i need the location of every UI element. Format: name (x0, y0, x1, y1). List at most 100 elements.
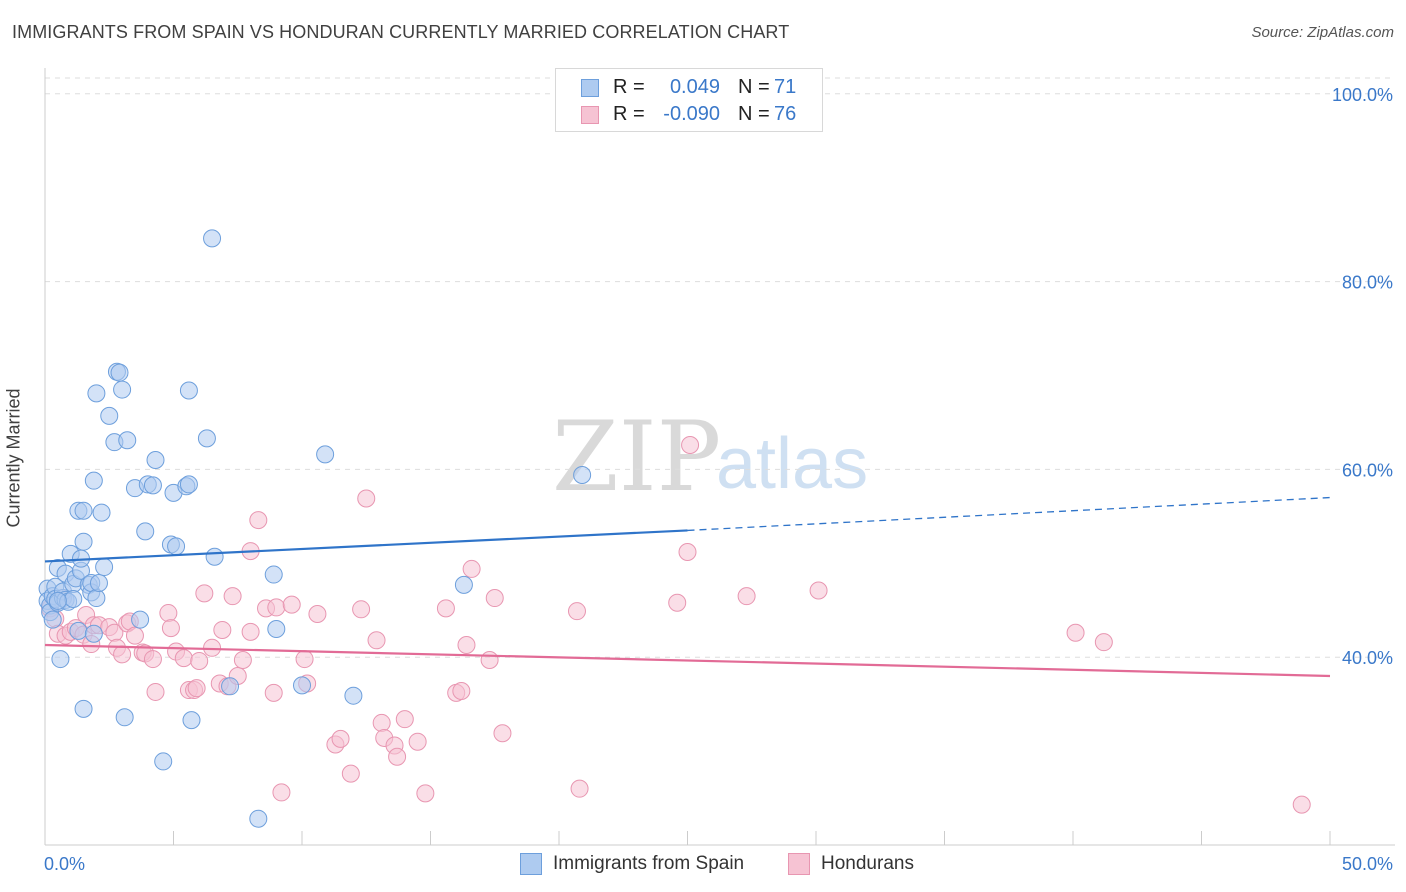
data-point-hondurans (295, 650, 314, 669)
legend-swatch-hondurans (581, 106, 599, 124)
data-point-spain (51, 650, 70, 669)
data-point-hondurans (195, 584, 214, 603)
data-point-spain (316, 445, 335, 464)
data-point-hondurans (272, 783, 291, 802)
data-point-hondurans (113, 645, 132, 664)
data-point-hondurans (143, 650, 162, 669)
data-point-hondurans (570, 779, 589, 798)
source-credit: Source: ZipAtlas.com (1251, 24, 1394, 41)
watermark-atlas: atlas (716, 424, 868, 504)
data-point-hondurans (436, 599, 455, 618)
data-point-spain (69, 621, 88, 640)
data-point-spain (205, 547, 224, 566)
legend-swatch-hondurans (788, 853, 810, 875)
data-point-spain (113, 380, 132, 399)
data-point-hondurans (452, 682, 471, 700)
data-point-spain (87, 384, 106, 403)
legend-n-label: N = (738, 76, 770, 98)
data-point-spain (64, 589, 83, 608)
y-tick-label: 40.0% (1342, 648, 1393, 668)
data-point-hondurans (125, 626, 144, 645)
legend-n-label: N = (738, 103, 770, 125)
data-point-hondurans (1094, 633, 1113, 652)
data-point-hondurans (457, 635, 476, 654)
data-point-hondurans (462, 559, 481, 578)
data-point-spain (118, 431, 137, 450)
trend-lines (44, 496, 1331, 678)
data-point-hondurans (308, 605, 327, 623)
spain-points (38, 229, 592, 828)
x-tick-label: 50.0% (1342, 854, 1393, 874)
data-point-spain (573, 466, 592, 485)
data-point-spain (87, 589, 106, 608)
data-point-hondurans (480, 651, 499, 670)
data-point-spain (84, 624, 103, 643)
data-point-spain (143, 476, 162, 495)
data-point-spain (131, 610, 150, 629)
x-tick-label: 0.0% (44, 854, 85, 874)
data-point-spain (74, 699, 93, 718)
data-point-spain (264, 565, 283, 584)
axes (44, 68, 1395, 846)
y-tick-label: 100.0% (1332, 85, 1393, 105)
data-point-hondurans (213, 620, 232, 639)
data-point-hondurans (174, 649, 193, 668)
data-point-hondurans (352, 600, 371, 619)
data-point-hondurans (267, 598, 286, 617)
data-point-spain (146, 451, 165, 469)
data-point-spain (203, 229, 222, 248)
data-point-spain (182, 711, 201, 730)
legend-n-value: 76 (774, 103, 797, 125)
y-tick-label: 80.0% (1342, 273, 1393, 293)
data-point-spain (43, 610, 62, 629)
data-point-spain (100, 406, 119, 425)
data-point-hondurans (678, 543, 697, 562)
legend-swatch-spain (581, 79, 599, 97)
chart-title: IMMIGRANTS FROM SPAIN VS HONDURAN CURREN… (12, 22, 790, 42)
legend-r-label: R = (613, 103, 645, 125)
data-point-hondurans (249, 511, 268, 530)
data-point-spain (197, 429, 216, 448)
data-point-spain (167, 537, 186, 556)
data-point-hondurans (161, 619, 180, 638)
data-point-spain (249, 809, 268, 828)
legend-r-value: 0.049 (669, 76, 720, 98)
data-point-spain (179, 381, 198, 400)
data-point-hondurans (159, 604, 178, 623)
legend-label-hondurans: Hondurans (821, 853, 914, 874)
data-point-hondurans (1292, 795, 1311, 814)
data-point-hondurans (1066, 623, 1085, 642)
data-point-spain (344, 686, 363, 705)
y-axis-label: Currently Married (3, 388, 24, 528)
data-point-spain (293, 676, 311, 695)
legend-swatch-spain (520, 853, 542, 875)
data-point-spain (74, 501, 93, 520)
data-point-spain (95, 558, 114, 577)
data-point-hondurans (331, 729, 350, 748)
data-point-spain (267, 620, 286, 639)
data-point-spain (115, 708, 134, 727)
data-point-hondurans (395, 710, 414, 729)
data-point-hondurans (809, 581, 828, 600)
data-point-hondurans (408, 732, 427, 751)
data-point-hondurans (282, 595, 301, 614)
data-point-spain (454, 575, 473, 594)
legend-r-value: -0.090 (663, 103, 720, 125)
data-point-spain (84, 471, 103, 490)
data-point-hondurans (241, 622, 260, 641)
watermark: ZIP atlas (552, 401, 868, 513)
data-point-hondurans (341, 764, 360, 783)
data-point-hondurans (416, 784, 435, 803)
trend-line-spain (44, 529, 688, 563)
trend-line-hondurans (44, 643, 1331, 678)
data-point-hondurans (737, 587, 756, 606)
data-point-hondurans (485, 589, 504, 608)
data-point-hondurans (233, 651, 252, 670)
legend-r-label: R = (613, 76, 645, 98)
data-point-hondurans (388, 747, 407, 766)
data-point-spain (74, 532, 93, 551)
gridlines (45, 77, 1395, 658)
data-point-spain (48, 591, 67, 610)
watermark-zip: ZIP (552, 401, 721, 513)
